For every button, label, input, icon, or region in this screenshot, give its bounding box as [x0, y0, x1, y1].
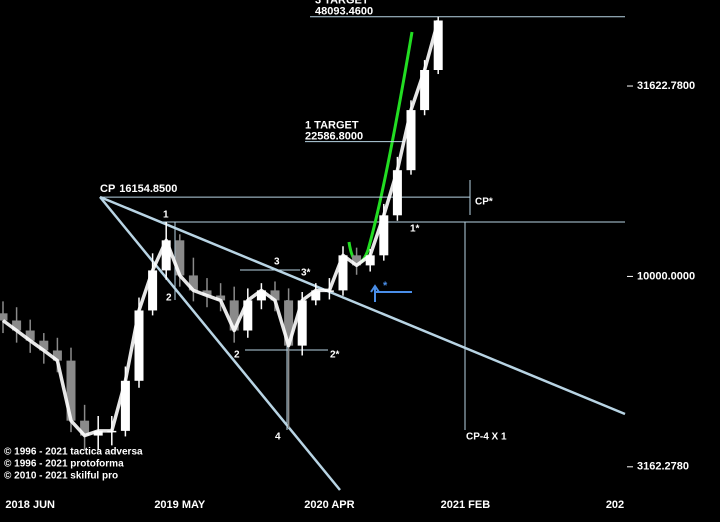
candle-body — [365, 255, 375, 266]
candle-body — [80, 420, 90, 436]
trend-lines — [99, 195, 626, 491]
candle-body — [39, 340, 49, 351]
annotation: 2 — [166, 293, 172, 304]
candle-body — [52, 350, 62, 361]
annotation: 1* — [410, 224, 420, 235]
candle-body — [379, 215, 389, 256]
y-tick-label: 10000.0000 — [637, 270, 695, 282]
level-label: 1 TARGET — [305, 120, 359, 132]
candle-body — [25, 330, 35, 341]
candle-body — [392, 170, 402, 216]
level-value-label: 22586.8000 — [305, 131, 363, 143]
candle-body — [338, 255, 348, 291]
annotation: CP-4 X 1 — [466, 432, 507, 443]
level-value-label: 16154.8500 — [119, 183, 177, 195]
candle-body — [243, 300, 253, 331]
annotation: 4 — [275, 432, 281, 443]
annotation: CP* — [475, 197, 493, 208]
candle-body — [433, 20, 443, 71]
candle-body — [202, 290, 212, 296]
candle-body — [66, 360, 76, 421]
candle-body — [284, 300, 294, 346]
x-tick-label: 202 — [606, 499, 624, 511]
level-value-label: 48093.4600 — [315, 6, 373, 18]
copyright: © 1996 - 2021 protoforma — [4, 459, 124, 470]
candle-body — [134, 310, 144, 381]
candle-body — [311, 290, 321, 301]
annotation: 3* — [301, 268, 311, 279]
candle-body — [161, 240, 171, 271]
x-tick-label: 2020 APR — [304, 499, 354, 511]
candle-body — [297, 300, 307, 346]
level-label: 3 TARGET — [315, 0, 369, 7]
x-tick-label: 2019 MAY — [154, 499, 206, 511]
y-tick-label: 31622.7800 — [637, 80, 695, 92]
y-tick-label: 3162.2780 — [637, 461, 689, 473]
candle-body — [0, 313, 8, 321]
candle-body — [148, 270, 158, 311]
x-tick-label: 2018 JUN — [5, 499, 55, 511]
candle-body — [420, 70, 430, 111]
candle-body — [270, 290, 280, 301]
candle-body — [175, 240, 185, 276]
level-label: CP — [100, 183, 115, 195]
signal-arrow — [370, 284, 412, 302]
candle-body — [93, 430, 103, 436]
candle-body — [256, 290, 266, 301]
candle-body — [188, 275, 198, 291]
trend-line — [99, 195, 626, 416]
annotation: 1 — [163, 210, 169, 221]
annotation: 3 — [274, 257, 280, 268]
x-tick-label: 2021 FEB — [441, 499, 491, 511]
annotation: 2 — [234, 350, 240, 361]
trend-line — [99, 196, 341, 491]
candle-body — [120, 380, 130, 431]
annotation: 2* — [330, 350, 340, 361]
candle-body — [229, 300, 239, 331]
candle-body — [406, 110, 416, 171]
close-line — [1, 20, 440, 438]
copyright: © 1996 - 2021 tactica adversa — [4, 447, 143, 458]
copyright: © 2010 - 2021 skilful pro — [4, 471, 118, 482]
candles — [0, 16, 443, 451]
candle-body — [12, 320, 22, 331]
signal-star: * — [383, 280, 388, 292]
candle-body — [352, 255, 362, 266]
candle-body — [216, 295, 226, 301]
